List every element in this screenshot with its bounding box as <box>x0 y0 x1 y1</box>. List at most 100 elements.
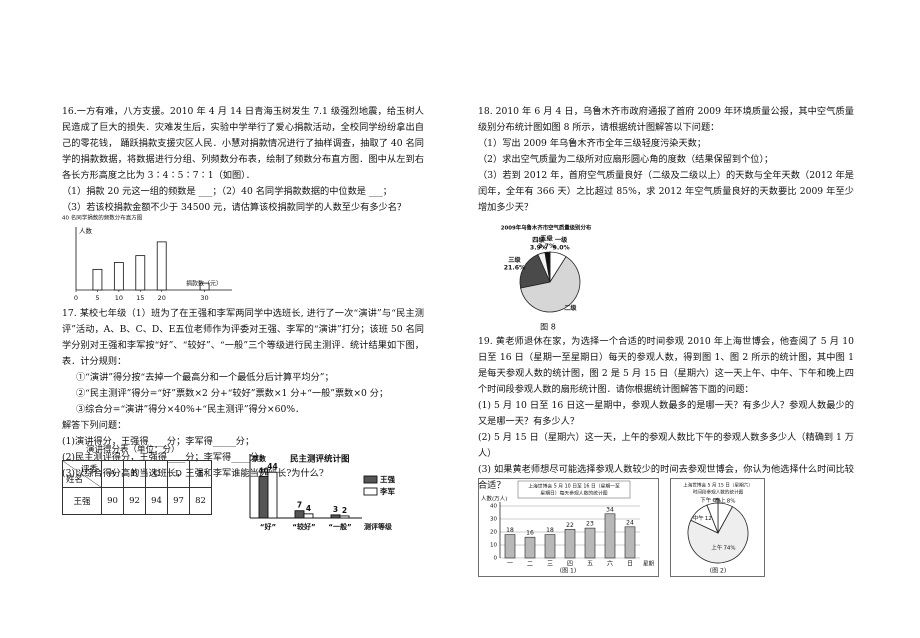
table-row: 评委 姓名 A B C D E <box>62 460 212 488</box>
data-label: 18 <box>506 527 514 534</box>
slice-label: 下午 <box>700 496 712 504</box>
paragraph: ②“民主测评”得分=“好”票数×2 分+“较好”票数×1 分+“一般”票数×0 … <box>76 388 389 399</box>
chart-title: 时间段参观人数的统计图 <box>693 489 744 496</box>
data-label: 40 <box>258 466 268 475</box>
bar <box>267 471 278 519</box>
pie-slice <box>687 506 749 564</box>
paragraph: 19. 黄老师退休在家，为选择一个合适的时间参观 2010 年上海世博会，他查阅… <box>478 336 854 395</box>
x-tick-label: “一般” <box>328 522 351 531</box>
x-tick-label: 15 <box>136 294 144 302</box>
table-cell: E <box>189 460 212 488</box>
data-label: 34 <box>606 506 614 513</box>
pie-slice <box>706 502 719 534</box>
slice-label: 三级 <box>508 256 521 264</box>
bar <box>294 510 305 519</box>
paragraph: （1）写出 2009 年乌鲁木齐市全年三级轻度污染天数； <box>478 138 707 149</box>
y-tick-label: 30 <box>490 517 497 523</box>
slice-label: 晚上 <box>715 497 727 505</box>
x-axis-label: 测评等级 <box>364 522 393 531</box>
paragraph: 16.一方有难，八方支援。2010 年 4 月 14 日青海玉树发生 7.1 级… <box>62 106 424 181</box>
x-tick-label: 五 <box>587 561 593 568</box>
x-tick-label: 0 <box>74 294 78 302</box>
data-label: 22 <box>566 522 574 529</box>
corner-label: 姓名 <box>66 475 84 485</box>
x-tick-label: 20 <box>158 294 166 302</box>
question-19: 19. 黄老师退休在家，为选择一个合适的时间参观 2010 年上海世博会，他查阅… <box>478 334 854 494</box>
bar <box>544 534 556 559</box>
table-cell: 评委 姓名 <box>62 460 102 488</box>
slice-value: 12% <box>705 516 717 522</box>
y-tick-label: 20 <box>490 530 497 536</box>
x-tick-label: 四 <box>567 561 573 568</box>
paragraph: ③综合分=“演讲”得分×40%+“民主测评”得分×60%． <box>76 404 305 415</box>
data-label: 16 <box>526 530 534 537</box>
x-tick-label: 三 <box>547 561 553 568</box>
bar <box>92 268 103 291</box>
frame <box>670 478 765 577</box>
pie-slice <box>544 251 551 283</box>
table-cell: 王强 <box>62 487 102 515</box>
paragraph: （2）求出空气质量为二级所对应扇形圆心角的度数（结果保留到个位）； <box>478 154 774 165</box>
y-axis-label: 人数 <box>79 226 93 235</box>
y-axis-label: 票数 <box>251 454 267 463</box>
legend-swatch <box>363 475 378 484</box>
bar <box>113 262 124 291</box>
slice-value: 74% <box>723 546 735 552</box>
slice-label: 一级 <box>555 236 568 244</box>
paragraph: （1）捐款 20 元这一组的频数是 ___；（2）40 名同学捐款数据的中位数是… <box>62 186 392 197</box>
score-table: 评委 姓名 A B C D E 王强 90 92 94 97 82 <box>62 460 212 515</box>
data-label: 4 <box>306 504 311 513</box>
table-cell: B <box>123 460 146 488</box>
bar <box>604 513 616 559</box>
question-18: 18. 2010 年 6 月 4 日，乌鲁木齐市政府通报了首府 2009 年环境… <box>478 104 854 216</box>
bar <box>524 536 536 559</box>
slice-value: 21.6% <box>504 264 525 271</box>
bar <box>339 515 350 519</box>
paragraph: (2) 5 月 15 日（星期六）这一天，上午的参观人数比下午的参观人数多多少人… <box>478 432 854 459</box>
figure-caption: (图 2) <box>710 568 726 575</box>
slice-value: 9.0% <box>553 244 570 251</box>
data-label: 3 <box>333 505 338 514</box>
slice-label: 二级 <box>564 304 577 312</box>
bar <box>330 514 341 519</box>
slice-value: 8% <box>727 499 736 505</box>
bar <box>199 282 210 291</box>
paragraph: ①“演讲”得分按“去掉一个最高分和一个最低分后计算平均分”； <box>76 372 334 383</box>
bar-chart: 上海世博会 5 月 10 日至 16 日（星期一至星期日）每天参观人数的统计图人… <box>478 478 659 577</box>
x-tick-label: 日 <box>627 561 633 568</box>
slice-value: 6% <box>712 498 721 504</box>
table-cell: 97 <box>167 487 190 515</box>
question-16: 16.一方有难，八方支援。2010 年 4 月 14 日青海玉树发生 7.1 级… <box>62 104 424 216</box>
table-cell: D <box>167 460 190 488</box>
paragraph: 17. 某校七年级（1）班为了在王强和李军两同学中选班长, 进行了一次“演讲”与… <box>62 308 424 367</box>
paragraph: 解答下列问题： <box>62 420 127 431</box>
x-tick-label: 六 <box>607 560 613 568</box>
figure-caption: 图 8 <box>540 323 556 332</box>
x-axis-label: 星期 <box>643 561 655 568</box>
x-tick-label: 一 <box>507 561 513 568</box>
table-cell: 90 <box>101 487 124 515</box>
chart-title: 40 名同学捐款的频数分布直方图 <box>62 214 143 222</box>
corner-label: 评委 <box>80 465 98 475</box>
table-cell: 82 <box>189 487 212 515</box>
x-axis-label: 捐款数（元） <box>186 280 222 288</box>
x-tick-label: 30 <box>200 294 208 302</box>
slice-label: 中午 <box>693 514 705 522</box>
y-tick-label: 0 <box>494 556 498 562</box>
data-label: 44 <box>267 462 277 471</box>
paragraph: (1) 5 月 10 日至 16 日这一星期中，参观人数最多的是哪一天？有多少人… <box>478 400 854 427</box>
paragraph: （3）若到 2012 年，首府空气质量良好（二级及二级以上）的天数与全年天数（2… <box>478 170 854 213</box>
bar <box>303 513 314 519</box>
bar <box>156 241 167 291</box>
y-axis-label: 人数(万人) <box>481 495 507 503</box>
pie-slice <box>520 256 581 313</box>
frame <box>478 478 659 577</box>
slice-label: 四级 <box>532 236 545 244</box>
bar <box>564 529 576 559</box>
data-label: 24 <box>626 519 634 526</box>
table-cell: A <box>101 460 124 488</box>
